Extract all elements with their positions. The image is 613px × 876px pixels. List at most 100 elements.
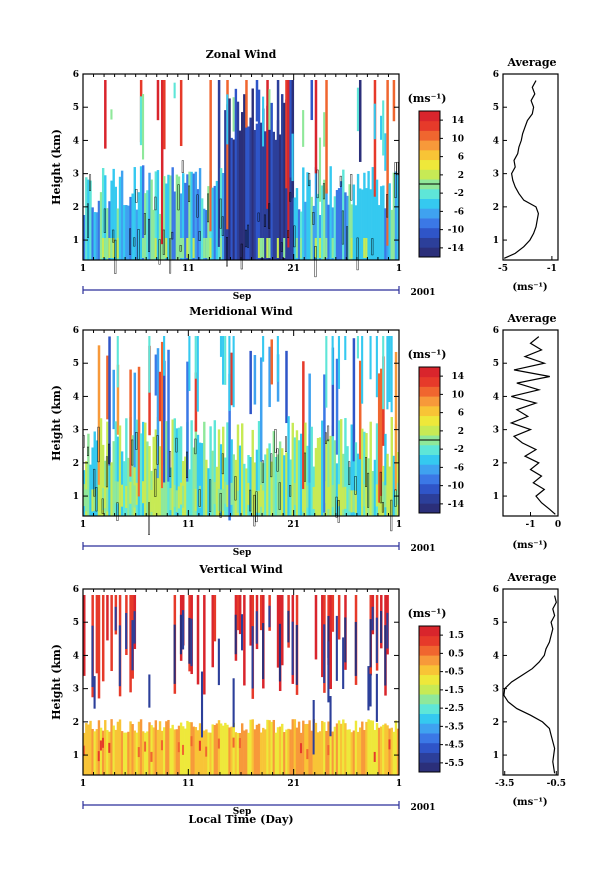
field-streak: [310, 80, 314, 121]
field-cell: [348, 489, 351, 512]
field-cell: [110, 238, 113, 258]
field-cell: [350, 490, 353, 513]
field-cell: [230, 439, 233, 516]
field-cell: [316, 437, 320, 516]
field-cell: [270, 102, 273, 261]
contour-line: [240, 243, 243, 270]
colorbar-segment: [419, 742, 440, 753]
field-cell: [392, 455, 396, 516]
field-cell: [384, 208, 387, 260]
field-cell: [108, 201, 111, 260]
field-cell: [141, 165, 145, 260]
colorbar-tick-label: 14: [451, 116, 464, 126]
contour-line: [198, 230, 201, 241]
field-cell: [198, 442, 202, 516]
field-cell: [295, 430, 299, 516]
field-cell: [135, 209, 139, 260]
field-cell: [200, 198, 204, 260]
field-cell: [325, 730, 328, 775]
field-cell: [251, 481, 254, 504]
colorbar-tick-label: -6: [454, 207, 464, 217]
profile-x-tick-label: -3.5: [495, 779, 514, 789]
field-cell: [234, 459, 238, 516]
field-cell: [238, 738, 241, 749]
field-cell: [375, 484, 379, 507]
field-cell: [152, 436, 155, 516]
field-cell: [346, 729, 349, 775]
month-label: Sep: [233, 807, 252, 817]
field-cell: [209, 426, 212, 516]
field-cell: [95, 440, 99, 516]
field-cell: [388, 739, 391, 750]
field-streak: [327, 615, 330, 658]
field-cell: [257, 490, 261, 513]
field-cell: [108, 446, 111, 516]
x-tick-label: 1: [396, 520, 402, 530]
colorbar-segment: [419, 635, 440, 646]
field-streak: [323, 112, 326, 147]
field-cell: [222, 488, 225, 511]
field-cell: [329, 731, 332, 775]
contour-line: [219, 492, 222, 518]
field-cell: [266, 489, 269, 512]
field-streak: [241, 614, 244, 651]
colorbar-segment: [419, 444, 440, 455]
field-cell: [340, 419, 343, 516]
field-cell: [184, 456, 187, 516]
field-cell: [158, 721, 162, 775]
field-cell: [144, 741, 147, 752]
profile-y-tick-label: 2: [493, 718, 499, 728]
field-cell: [344, 723, 347, 775]
colorbar-segment: [419, 503, 440, 514]
field-cell: [127, 205, 130, 260]
field-cell: [160, 730, 164, 775]
profile-x-tick-label: 0: [555, 520, 561, 530]
contour-line: [316, 169, 319, 199]
contour-line: [365, 457, 367, 487]
field-cell: [302, 167, 305, 260]
field-streak: [270, 339, 273, 385]
field-streak: [188, 336, 191, 392]
field-cell: [325, 238, 328, 258]
field-cell: [272, 131, 276, 260]
contour-line: [396, 161, 399, 176]
field-cell: [182, 485, 185, 508]
field-streak: [262, 96, 265, 147]
field-cell: [184, 728, 187, 775]
field-cell: [278, 134, 282, 260]
field-cell: [203, 238, 206, 258]
field-cell: [390, 417, 393, 516]
field-cell: [255, 724, 259, 775]
field-cell: [388, 183, 391, 260]
field-cell: [358, 431, 362, 516]
colorbar-segment: [419, 645, 440, 656]
field-cell: [179, 193, 183, 260]
field-cell: [171, 419, 174, 516]
colorbar-tick-label: 2: [458, 427, 464, 437]
field-cell: [333, 726, 337, 775]
field-cell: [120, 731, 124, 775]
field-cell: [236, 490, 240, 513]
field-cell: [186, 174, 189, 260]
field-cell: [211, 187, 214, 260]
average-profile: 1 2 3 4 5 6 -5 -1: [493, 70, 559, 274]
field-cell: [179, 426, 183, 516]
field-cell: [205, 746, 208, 757]
profile-y-tick-label: 1: [493, 236, 499, 246]
field-cell: [259, 122, 263, 260]
field-cell: [371, 720, 375, 775]
field-cell: [192, 238, 195, 258]
field-streak: [352, 338, 356, 462]
field-cell: [318, 214, 322, 260]
field-cell: [137, 747, 140, 758]
x-tick-label: 1: [80, 264, 86, 274]
field-streak: [367, 666, 370, 711]
field-cell: [125, 485, 128, 508]
field-cell: [350, 238, 353, 258]
field-cell: [323, 722, 326, 775]
field-cell: [167, 174, 170, 260]
contour-line: [129, 228, 132, 255]
profile-title: Average: [506, 571, 556, 584]
field-cell: [101, 737, 105, 748]
colorbar-segment: [419, 733, 440, 744]
